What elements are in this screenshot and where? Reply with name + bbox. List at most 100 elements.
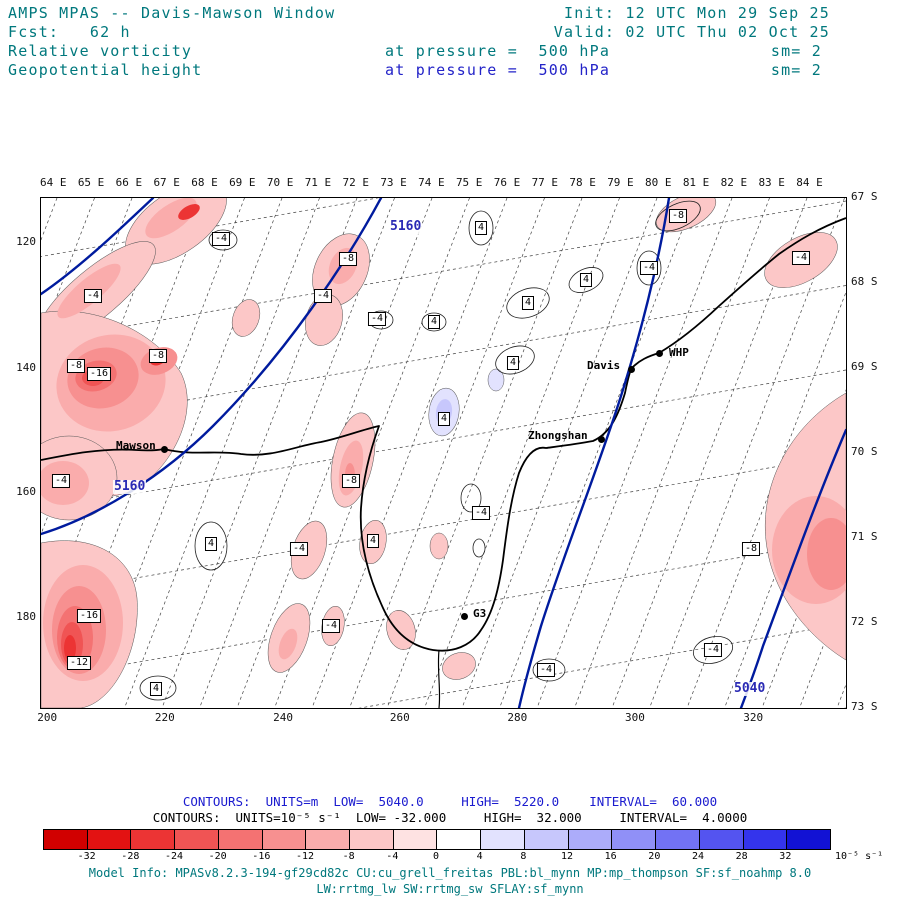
colorbar-cell (568, 830, 613, 849)
colorbar-tick-label: -20 (208, 851, 227, 862)
colorbar-cell (262, 830, 307, 849)
colorbar-cell (524, 830, 569, 849)
colorbar-cell (87, 830, 132, 849)
contour-value-label: -4 (639, 261, 659, 275)
contour-value-label: -4 (703, 643, 723, 657)
contour-value-label: -12 (66, 656, 92, 670)
header-row-4: Geopotential height at pressure = 500 hP… (8, 61, 892, 80)
colorbar-cell (481, 830, 525, 849)
contour-value-label: -8 (148, 349, 168, 363)
contour-value-label: 4 (204, 537, 218, 551)
header-row-3: Relative vorticity at pressure = 500 hPa… (8, 42, 892, 61)
contour-value-label: 4 (437, 412, 451, 426)
lat-tick-label: 73 S (851, 700, 878, 713)
colorbar-tick-label: 20 (648, 851, 661, 862)
lon-tick-label: 66 E (115, 176, 143, 189)
lon-tick-label: 79 E (607, 176, 634, 189)
station-marker (160, 445, 168, 453)
lon-tick-label: 71 E (304, 176, 332, 189)
grid-x-tick-label: 200 (37, 711, 58, 724)
colorbar-cell (44, 830, 88, 849)
header-row-1: AMPS MPAS -- Davis-Mawson Window Init: 1… (8, 4, 892, 23)
lon-tick-label: 72 E (342, 176, 370, 189)
header: AMPS MPAS -- Davis-Mawson Window Init: 1… (8, 4, 892, 80)
colorbar-cell (175, 830, 219, 849)
lon-tick-label: 83 E (758, 176, 785, 189)
colorbar-cell (131, 830, 176, 849)
lon-tick-label: 73 E (380, 176, 407, 189)
height-contour-label: 5160 (389, 219, 423, 234)
grid-x-axis: 200 220 240 260 280 300 320 (37, 711, 845, 725)
colorbar-cell (218, 830, 263, 849)
station-marker (655, 349, 663, 357)
lat-tick-label: 70 S (851, 445, 878, 458)
colorbar-tick-label: 16 (604, 851, 617, 862)
colorbar-tick-label: 24 (691, 851, 705, 862)
grid-y-axis: 120 140 160 180 (8, 197, 36, 707)
vorticity-contour-legend: CONTOURS: UNITS=10⁻⁵ s⁻¹ LOW= -32.000 HI… (152, 810, 748, 825)
colorbar (43, 829, 831, 850)
contour-value-label: -8 (341, 474, 361, 488)
map-overlay: -4 -8 -4 -4 4 4 4 -8 -4 -4 4 -4 -8 -16 -8 -4 -8 -4 4 -4 4 -16… (41, 198, 846, 708)
field1-smoothing: sm= 2 (770, 42, 822, 60)
lat-tick-label: 72 S (851, 615, 878, 628)
colorbar-cell (612, 830, 657, 849)
longitude-axis: 64 E 65 E 66 E 67 E 68 E 69 E 70 E 71 E 72 E 73 E… (40, 176, 823, 189)
field1-level: at pressure = 500 hPa (385, 42, 611, 60)
colorbar-unit-label: 10⁻⁵ s⁻¹ (835, 851, 884, 862)
station-name-label: Zhongshan (528, 429, 588, 442)
graticule-lines (41, 198, 846, 708)
lon-tick-label: 84 E (796, 176, 823, 189)
colorbar-cell (743, 830, 788, 849)
grid-y-tick-label: 180 (16, 610, 36, 624)
station-name-label: Mawson (116, 439, 156, 452)
field2-name: Geopotential height (8, 61, 203, 79)
contour-value-label: -4 (367, 312, 387, 326)
contour-value-label: 4 (521, 296, 535, 310)
valid-time-label: Valid: 02 UTC Thu 02 Oct 25 (553, 23, 830, 41)
lon-tick-label: 64 E (40, 176, 67, 189)
station-name-label: Davis (587, 359, 621, 372)
contour-value-label: -16 (76, 609, 102, 623)
height-contour-label: 5160 (113, 479, 147, 494)
lon-tick-label: 78 E (569, 176, 596, 189)
contour-value-label: 4 (474, 221, 488, 235)
colorbar-tick-label: 32 (779, 851, 792, 862)
grid-x-tick-label: 300 (624, 711, 645, 724)
lon-tick-label: 67 E (153, 176, 180, 189)
colorbar-tick-label: -8 (342, 851, 355, 862)
height-contour-legend: CONTOURS: UNITS=m LOW= 5040.0 HIGH= 5220… (182, 794, 718, 809)
colorbar-cell (787, 830, 830, 849)
colorbar-tick-label: -4 (386, 851, 399, 862)
lon-tick-label: 69 E (229, 176, 256, 189)
colorbar-tick-label: 8 (520, 851, 527, 862)
contour-value-label: -4 (289, 542, 309, 556)
model-info-line1: Model Info: MPASv8.2.3-194-gf29cd82c CU:… (88, 866, 812, 880)
colorbar-cell (699, 830, 744, 849)
page-title: AMPS MPAS -- Davis-Mawson Window (8, 4, 336, 22)
lon-tick-label: 76 E (493, 176, 521, 189)
grid-x-tick-label: 320 (743, 711, 764, 724)
colorbar-tick-labels: -32 -28 -24 -20 -16 -12 -8 -4 0 4 8 12 16 20 24 28 32 (43, 851, 829, 863)
field2-level: at pressure = 500 hPa (385, 61, 611, 79)
grid-x-tick-label: 240 (273, 711, 294, 724)
colorbar-cell (656, 830, 700, 849)
colorbar-tick-label: 28 (735, 851, 748, 862)
grid-y-tick-label: 140 (16, 360, 36, 374)
lon-tick-label: 68 E (191, 176, 218, 189)
contour-value-label: 4 (579, 273, 593, 287)
colorbar-cell (437, 830, 482, 849)
model-info-line2: LW:rrtmg_lw SW:rrtmg_sw SFLAY:sf_mynn (316, 882, 584, 896)
colorbar-tick-label: 4 (476, 851, 483, 862)
contour-value-label: -8 (741, 542, 761, 556)
map-frame: -4 -8 -4 -4 4 4 4 -8 -4 -4 4 -4 -8 -16 -8 -4 -8 -4 4 -4 4 -16… (40, 197, 847, 709)
contour-value-label: -8 (338, 252, 358, 266)
forecast-hour-label: Fcst: 62 h (8, 23, 131, 41)
contour-value-label: -4 (313, 289, 333, 303)
vorticity-contour-outlines (139, 200, 734, 701)
colorbar-tick-label: 0 (432, 851, 440, 862)
contour-value-label: -4 (51, 474, 71, 488)
contour-value-label: -4 (536, 663, 556, 677)
contour-value-label: -8 (66, 359, 86, 373)
